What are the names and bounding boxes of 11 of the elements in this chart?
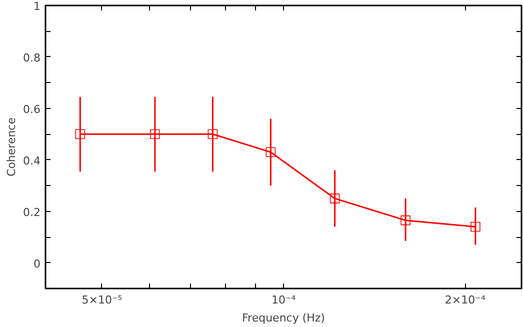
x-tick-label: 5×10⁻⁵: [82, 294, 122, 306]
y-tick-label: 0.2: [23, 206, 41, 219]
y-tick-label: 0.6: [23, 102, 41, 116]
y-tick-label: 1: [34, 0, 40, 13]
y-tick-label: 0.8: [23, 51, 41, 64]
x-axis-title: Frequency (Hz): [242, 312, 325, 324]
y-axis-title: Coherence: [5, 117, 18, 176]
x-tick-label: 10⁻⁴: [271, 294, 296, 306]
y-tick-label: 0: [34, 257, 40, 270]
x-tick-label: 2×10⁻⁴: [444, 294, 486, 306]
y-tick-label: 0.4: [23, 154, 41, 168]
